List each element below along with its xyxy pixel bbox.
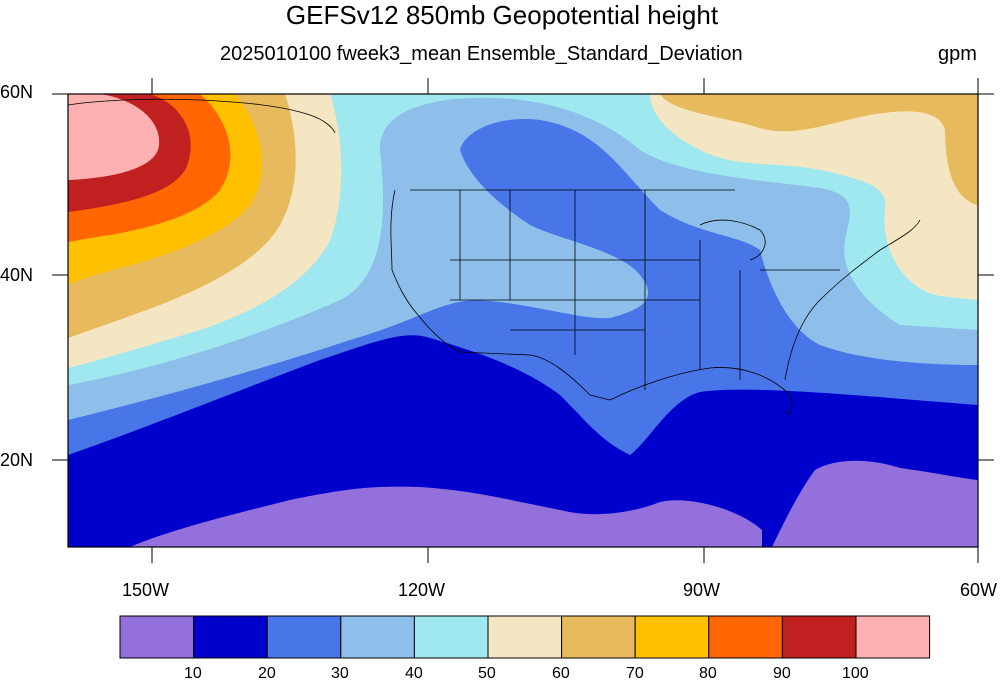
map-subtitle: 2025010100 fweek3_mean Ensemble_Standard… xyxy=(220,43,743,65)
great-lakes-line xyxy=(699,219,766,261)
colorbar-label: 70 xyxy=(626,665,644,682)
colorbar-label: 10 xyxy=(184,665,202,682)
contour-band-50-60-northeast xyxy=(650,94,978,300)
contour-band-60-70-northeast xyxy=(660,94,978,205)
state-lines xyxy=(450,190,840,390)
colorbar-box-10-20 xyxy=(193,615,268,659)
lat-label-60n: 60N xyxy=(0,82,34,102)
contour-band-100plus-west xyxy=(68,94,160,180)
lon-label-60w: 60W xyxy=(960,580,998,600)
contour-band-below-10-southeast xyxy=(772,460,978,547)
lon-label-120w: 120W xyxy=(398,580,446,600)
colorbar-label: 100 xyxy=(842,665,869,682)
lon-label-90w: 90W xyxy=(683,580,721,600)
colorbar-box-100plus xyxy=(855,615,931,659)
contour-band-below-10-south xyxy=(68,486,762,547)
colorbar-box-30-40 xyxy=(340,615,415,659)
colorbar-box-80-90 xyxy=(708,615,783,659)
west-coast-line xyxy=(390,189,461,353)
colorbar-box-90-100 xyxy=(781,615,857,659)
colorbar-box-60-70 xyxy=(561,615,636,659)
contour-field xyxy=(68,94,978,547)
colorbar-label: 40 xyxy=(405,665,423,682)
colorbar-label: 60 xyxy=(552,665,570,682)
colorbar-label: 30 xyxy=(331,665,349,682)
colorbar-label: 90 xyxy=(773,665,791,682)
colorbar-label: 50 xyxy=(478,665,496,682)
boundaries xyxy=(68,98,921,415)
colorbar-box-70-80 xyxy=(634,615,710,659)
colorbar-box-50-60 xyxy=(487,615,563,659)
units-label: gpm xyxy=(938,43,977,65)
colorbar-label: 20 xyxy=(258,665,276,682)
lat-label-20n: 20N xyxy=(0,450,34,470)
map-frame xyxy=(67,93,979,548)
colorbar-box-below-10 xyxy=(119,615,195,659)
axis-ticks xyxy=(52,78,994,563)
lon-label-150w: 150W xyxy=(122,580,170,600)
lat-label-40n: 40N xyxy=(0,265,34,285)
contour-band-10-20 xyxy=(68,335,978,547)
gulf-coast-line xyxy=(609,367,793,415)
alaska-coast-line xyxy=(68,98,336,134)
colorbar-label: 80 xyxy=(699,665,717,682)
colorbar-box-20-30 xyxy=(266,615,342,659)
map-title: GEFSv12 850mb Geopotential height xyxy=(285,0,719,30)
mexico-border-line xyxy=(459,351,611,401)
east-coast-line xyxy=(784,219,921,381)
colorbar-box-40-50 xyxy=(413,615,489,659)
colorbar xyxy=(119,615,931,659)
